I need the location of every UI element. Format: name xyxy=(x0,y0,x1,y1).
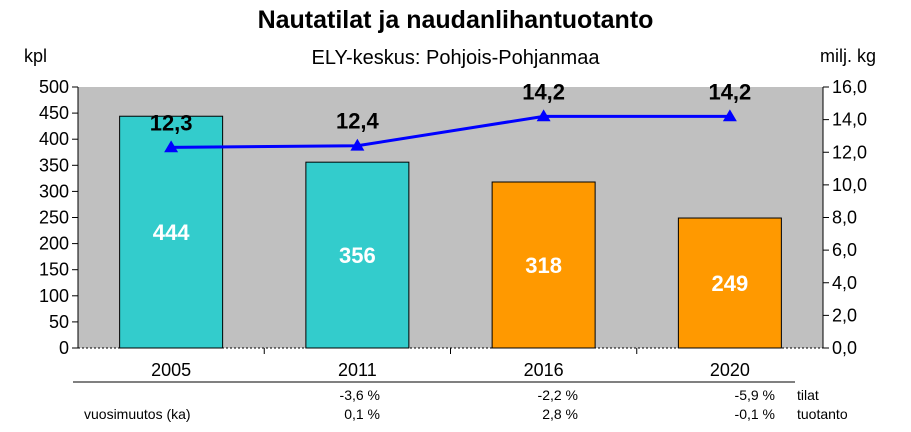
change-tilat-value: -5,9 % xyxy=(735,387,775,403)
line-value-label: 12,4 xyxy=(336,109,380,134)
bar-value-label: 249 xyxy=(712,271,749,296)
x-tick-label: 2011 xyxy=(338,360,377,380)
line-marker xyxy=(350,138,365,151)
y-left-tick-label: 350 xyxy=(39,155,69,175)
y-left-tick-label: 500 xyxy=(39,77,69,97)
bar-value-label: 318 xyxy=(525,253,562,278)
bar xyxy=(491,181,596,349)
y-left-tick-label: 450 xyxy=(39,103,69,123)
x-tick-label: 2005 xyxy=(151,360,191,380)
y-axis-left-label: kpl xyxy=(24,46,48,66)
y-right-tick-label: 2,0 xyxy=(832,305,857,325)
y-right-tick-label: 8,0 xyxy=(832,208,857,228)
y-left-tick-label: 250 xyxy=(39,208,69,228)
y-left-tick-label: 300 xyxy=(39,181,69,201)
y-right-tick-label: 0,0 xyxy=(832,338,857,358)
y-left-tick-label: 0 xyxy=(59,338,69,358)
change-tuotanto-value: 2,8 % xyxy=(542,406,578,422)
y-left-tick-label: 150 xyxy=(39,260,69,280)
y-left-tick-label: 50 xyxy=(49,312,69,332)
y-left-tick-label: 100 xyxy=(39,286,69,306)
line-value-label: 14,2 xyxy=(522,79,565,104)
chart-subtitle: ELY-keskus: Pohjois-Pohjanmaa xyxy=(311,47,600,69)
line-series xyxy=(171,114,730,149)
line-value-label: 14,2 xyxy=(708,79,751,104)
line-marker xyxy=(536,109,551,122)
x-tick-label: 2016 xyxy=(524,360,564,380)
bar xyxy=(119,115,224,349)
change-label: vuosimuutos (ka) xyxy=(84,406,191,422)
change-row-label-tuotanto: tuotanto xyxy=(797,406,848,422)
y-left-tick-label: 400 xyxy=(39,129,69,149)
change-tuotanto-value: 0,1 % xyxy=(344,406,380,422)
y-right-tick-label: 4,0 xyxy=(832,273,857,293)
line-marker xyxy=(164,140,179,153)
bar xyxy=(677,217,782,349)
chart-title: Nautatilat ja naudanlihantuotanto xyxy=(257,6,654,34)
bar xyxy=(305,161,410,349)
y-right-tick-label: 6,0 xyxy=(832,240,857,260)
y-axis-right-label: milj. kg xyxy=(820,46,877,66)
change-tilat-value: -2,2 % xyxy=(538,387,578,403)
y-left-tick-label: 200 xyxy=(39,234,69,254)
y-right-tick-label: 16,0 xyxy=(832,77,867,97)
y-right-tick-label: 12,0 xyxy=(832,142,867,162)
change-row-label-tilat: tilat xyxy=(797,387,819,403)
change-tilat-value: -3,6 % xyxy=(340,387,380,403)
change-tuotanto-value: -0,1 % xyxy=(735,406,775,422)
line-value-label: 12,3 xyxy=(150,110,193,135)
x-tick-label: 2020 xyxy=(710,360,750,380)
line-marker xyxy=(722,109,737,122)
bar-value-label: 444 xyxy=(153,220,190,245)
y-right-tick-label: 10,0 xyxy=(832,175,867,195)
bar-value-label: 356 xyxy=(339,243,376,268)
y-right-tick-label: 14,0 xyxy=(832,110,867,130)
